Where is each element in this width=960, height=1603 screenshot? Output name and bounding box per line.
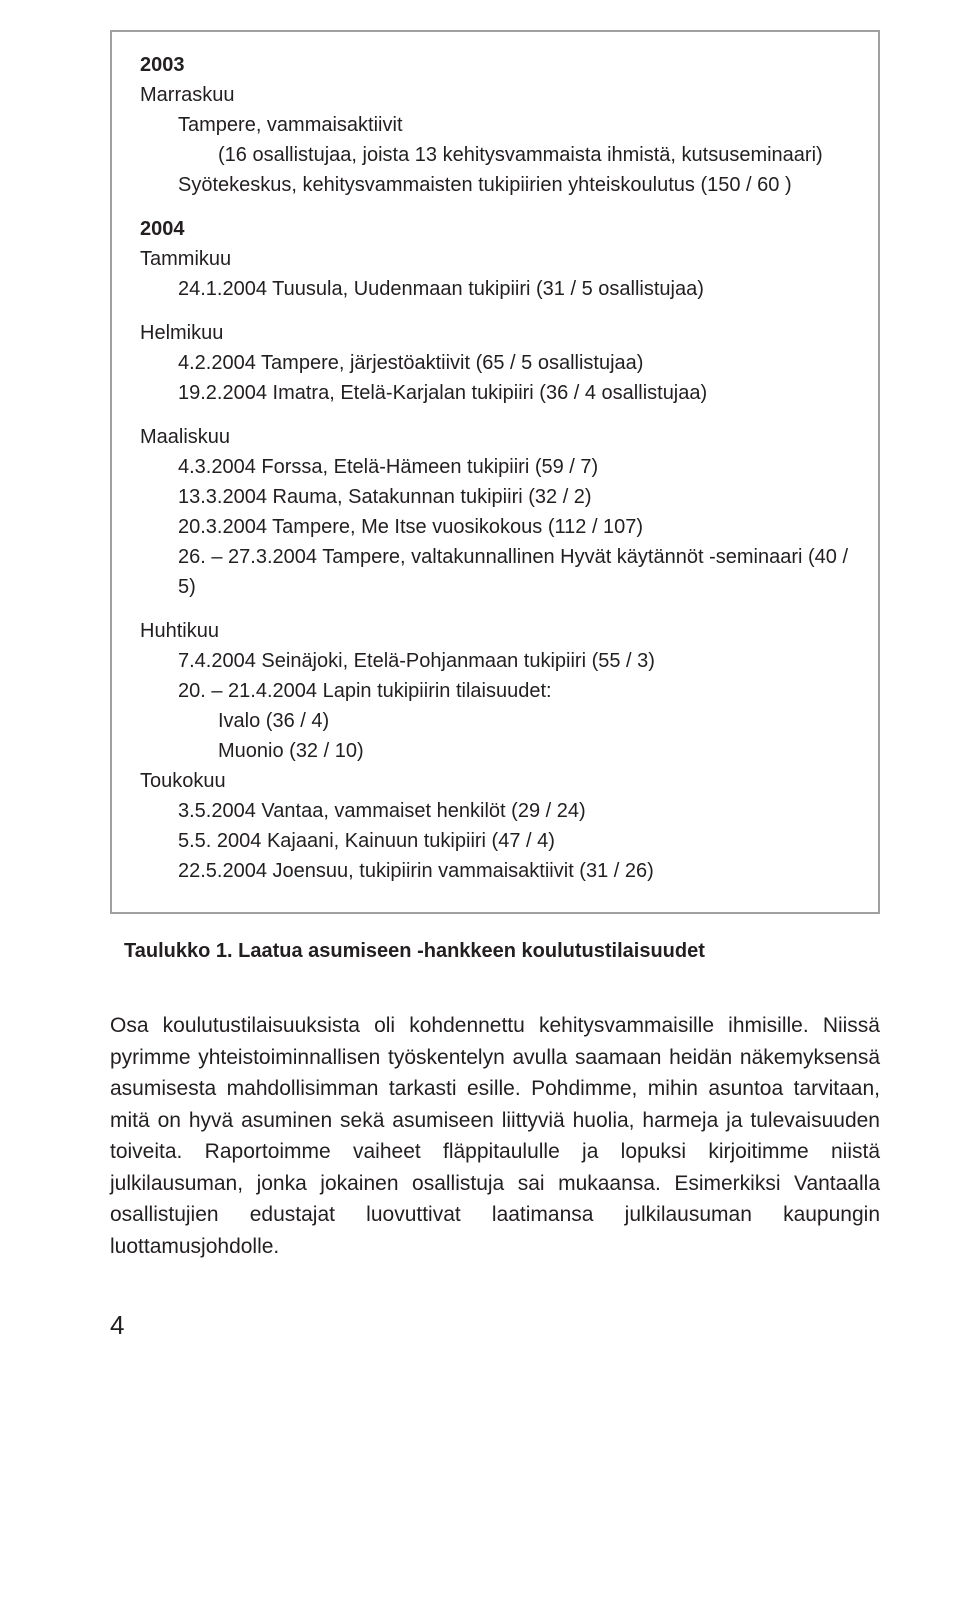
month-marraskuu: Marraskuu	[140, 80, 850, 110]
line: (16 osallistujaa, joista 13 kehitysvamma…	[140, 140, 850, 170]
year-2004: 2004	[140, 214, 850, 244]
line: Syötekeskus, kehitysvammaisten tukipiiri…	[140, 170, 850, 200]
table-caption: Taulukko 1. Laatua asumiseen -hankkeen k…	[124, 936, 880, 966]
content-box: 2003 Marraskuu Tampere, vammaisaktiivit …	[110, 30, 880, 914]
page-number: 4	[110, 1306, 880, 1345]
month-toukokuu: Toukokuu	[140, 766, 850, 796]
line: 3.5.2004 Vantaa, vammaiset henkilöt (29 …	[140, 796, 850, 826]
line: 4.2.2004 Tampere, järjestöaktiivit (65 /…	[140, 348, 850, 378]
line: Ivalo (36 / 4)	[140, 706, 850, 736]
line: 13.3.2004 Rauma, Satakunnan tukipiiri (3…	[140, 482, 850, 512]
line: 20.3.2004 Tampere, Me Itse vuosikokous (…	[140, 512, 850, 542]
line: 5.5. 2004 Kajaani, Kainuun tukipiiri (47…	[140, 826, 850, 856]
line: 4.3.2004 Forssa, Etelä-Hämeen tukipiiri …	[140, 452, 850, 482]
line: 26. – 27.3.2004 Tampere, valtakunnalline…	[140, 542, 850, 602]
month-tammikuu: Tammikuu	[140, 244, 850, 274]
month-helmikuu: Helmikuu	[140, 318, 850, 348]
line: 24.1.2004 Tuusula, Uudenmaan tukipiiri (…	[140, 274, 850, 304]
month-huhtikuu: Huhtikuu	[140, 616, 850, 646]
month-maaliskuu: Maaliskuu	[140, 422, 850, 452]
line: 20. – 21.4.2004 Lapin tukipiirin tilaisu…	[140, 676, 850, 706]
body-paragraph: Osa koulutustilaisuuksista oli kohdennet…	[110, 1010, 880, 1262]
line: 22.5.2004 Joensuu, tukipiirin vammaisakt…	[140, 856, 850, 886]
line: Tampere, vammaisaktiivit	[140, 110, 850, 140]
line: 19.2.2004 Imatra, Etelä-Karjalan tukipii…	[140, 378, 850, 408]
line: Muonio (32 / 10)	[140, 736, 850, 766]
document-page: 2003 Marraskuu Tampere, vammaisaktiivit …	[0, 0, 960, 1385]
line: 7.4.2004 Seinäjoki, Etelä-Pohjanmaan tuk…	[140, 646, 850, 676]
year-2003: 2003	[140, 50, 850, 80]
